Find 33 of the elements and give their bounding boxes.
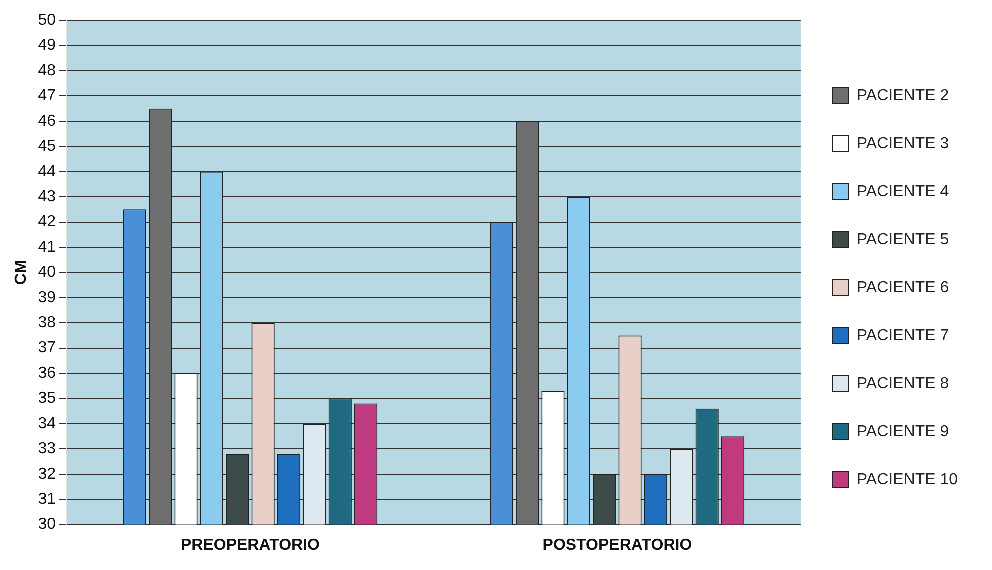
legend-label: PACIENTE 2 bbox=[856, 87, 950, 104]
y-tick-label: 34 bbox=[38, 415, 56, 432]
legend-label: PACIENTE 9 bbox=[856, 423, 950, 440]
x-tick-label: POSTOPERATORIO bbox=[542, 536, 692, 554]
y-tick-label: 38 bbox=[38, 314, 56, 332]
y-tick-label: 48 bbox=[38, 62, 56, 80]
y-tick-label: 36 bbox=[38, 364, 56, 382]
legend-label: PACIENTE 8 bbox=[856, 375, 950, 392]
y-tick-label: 49 bbox=[38, 37, 56, 54]
y-tick-label: 32 bbox=[38, 466, 56, 483]
y-tick-label: 31 bbox=[38, 490, 56, 508]
y-tick-label: 44 bbox=[38, 163, 56, 180]
legend-label: PACIENTE 10 bbox=[856, 471, 958, 488]
x-tick-label: PREOPERATORIO bbox=[180, 536, 320, 554]
legend-label: PACIENTE 4 bbox=[856, 183, 950, 200]
y-tick-label: 39 bbox=[38, 289, 56, 306]
y-axis-title: CM bbox=[13, 260, 30, 286]
y-tick-label: 40 bbox=[38, 264, 56, 282]
legend-label: PACIENTE 3 bbox=[856, 135, 950, 152]
y-tick-label: 46 bbox=[38, 112, 56, 130]
y-tick-label: 47 bbox=[38, 88, 56, 105]
y-tick-label: 42 bbox=[38, 214, 56, 231]
y-tick-label: 30 bbox=[38, 516, 56, 534]
y-tick-label: 33 bbox=[38, 440, 56, 458]
y-tick-label: 50 bbox=[38, 12, 56, 30]
y-tick-label: 37 bbox=[38, 340, 56, 357]
y-tick-label: 43 bbox=[38, 188, 56, 206]
legend-label: PACIENTE 5 bbox=[856, 231, 950, 248]
legend-label: PACIENTE 6 bbox=[856, 279, 950, 296]
y-tick-label: 45 bbox=[38, 138, 56, 156]
y-tick-label: 41 bbox=[38, 238, 56, 256]
y-tick-label: 35 bbox=[38, 390, 56, 408]
legend-label: PACIENTE 7 bbox=[856, 327, 950, 344]
